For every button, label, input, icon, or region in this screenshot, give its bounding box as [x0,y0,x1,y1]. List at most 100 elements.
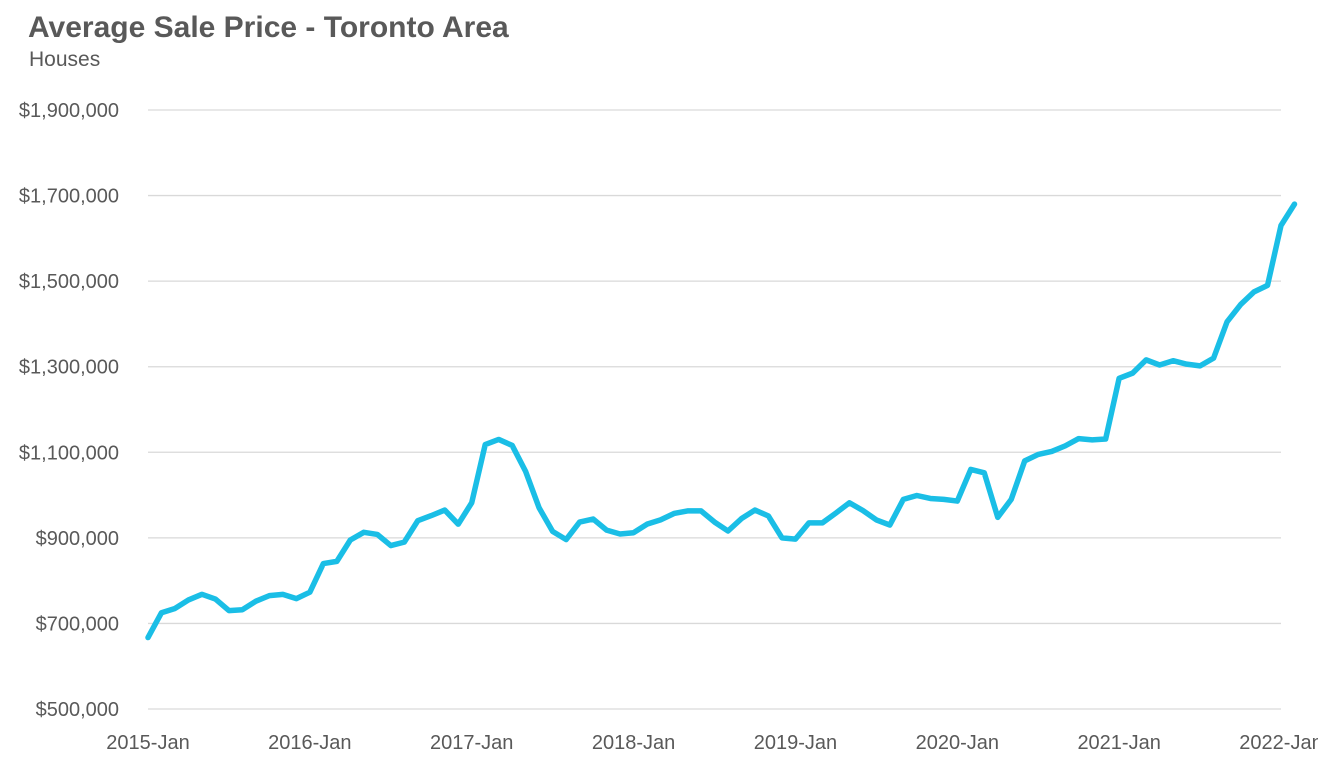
data-point [928,496,933,501]
data-point [186,597,191,603]
y-tick-label: $500,000 [36,699,119,721]
data-point [1170,358,1176,363]
x-tick-label: 2022-Jan [1239,732,1318,754]
data-point [1103,436,1108,442]
y-axis-ticks: $500,000 $700,000 $900,000 $1,100,000 $1,300… [19,100,119,721]
data-point [901,497,906,502]
data-point [1130,370,1135,376]
data-point [1292,201,1297,207]
data-point [1049,449,1054,454]
data-point [685,508,690,514]
data-point [536,505,542,511]
data-point [240,607,245,612]
x-axis-ticks: 2015-Jan 2016-Jan 2017-Jan 2018-Jan 2019-Jan… [106,732,1318,754]
data-point [469,500,474,505]
data-point [375,532,380,537]
x-tick-label: 2015-Jan [106,732,189,754]
x-tick-label: 2018-Jan [592,732,675,754]
data-point [1076,436,1081,441]
data-point [1224,319,1230,324]
data-point [550,529,555,534]
data-point [968,467,973,472]
data-point [577,519,582,525]
data-point [402,539,407,545]
y-tick-label: $1,300,000 [19,357,119,379]
data-point [604,527,609,533]
data-point [1265,283,1270,288]
data-point [253,598,259,604]
data-point [280,592,286,597]
data-point [145,635,151,640]
data-point [955,498,960,504]
data-point [820,520,825,526]
x-tick-label: 2020-Jan [916,732,999,754]
data-point [914,493,920,498]
chart-title: Average Sale Price - Toronto Area [28,11,509,44]
series-line-houses [145,201,1298,641]
data-point [779,535,785,541]
data-point [267,593,272,598]
data-point [590,516,596,522]
data-point [361,530,367,535]
series-layer [145,201,1298,641]
data-point [1157,362,1162,368]
data-point [995,515,1000,520]
data-point [1251,289,1257,295]
chart-subtitle: Houses [29,48,100,71]
data-point [1197,363,1203,369]
data-point [1184,361,1189,367]
data-point [941,497,946,502]
data-point [321,561,326,566]
data-point [1089,437,1095,443]
x-tick-label: 2019-Jan [754,732,837,754]
y-tick-label: $1,100,000 [19,442,119,464]
data-point [1278,223,1284,228]
y-tick-label: $1,700,000 [19,186,119,208]
data-point [833,510,839,516]
data-point [172,606,178,611]
data-point [874,517,879,523]
data-point [294,596,299,601]
data-point [698,508,704,514]
data-point [563,537,569,542]
data-point [806,520,812,526]
data-point [671,511,677,516]
data-point [159,610,164,615]
data-point [617,531,623,537]
data-point [712,519,717,525]
data-point [334,559,340,564]
data-point [739,516,744,521]
data-point [213,596,218,602]
data-point [226,608,232,613]
data-point [631,530,636,535]
data-point [348,537,353,543]
data-point [388,543,393,548]
y-tick-label: $700,000 [36,613,119,635]
x-tick-label: 2017-Jan [430,732,513,754]
data-point [415,518,420,523]
data-point [1116,376,1122,381]
data-point [1062,443,1068,449]
y-tick-label: $1,500,000 [19,271,119,293]
data-point [1238,302,1243,307]
data-point [887,522,893,528]
data-point [725,528,731,534]
data-point [752,507,758,513]
data-point [523,469,528,474]
data-point [442,507,447,513]
data-point [1143,357,1149,363]
x-tick-label: 2016-Jan [268,732,351,754]
data-point [307,589,313,595]
data-point [658,517,663,523]
data-point [429,513,434,518]
data-point [1022,458,1027,464]
data-point [1211,355,1216,361]
data-point [1009,497,1014,502]
data-point [793,536,798,542]
y-tick-label: $900,000 [36,528,119,550]
data-point [496,437,501,442]
data-point [199,592,205,597]
data-point [982,470,987,476]
y-tick-label: $1,900,000 [19,100,119,122]
